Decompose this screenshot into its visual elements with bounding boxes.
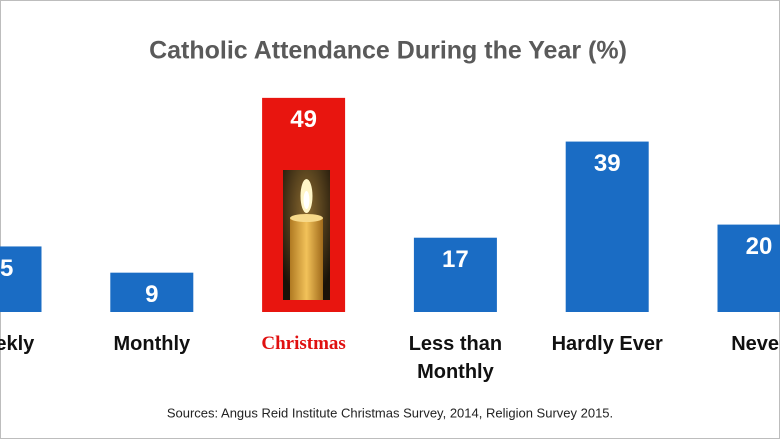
bar: [717, 224, 780, 312]
category-label: Weekly: [0, 333, 35, 355]
bar: [565, 141, 649, 312]
category-label: Never: [731, 333, 780, 355]
value-label: 39: [594, 150, 621, 177]
category-label: Monthly: [113, 333, 191, 355]
bar: [0, 246, 42, 312]
value-label: 49: [290, 106, 317, 133]
source-note: Sources: Angus Reid Institute Christmas …: [167, 405, 613, 420]
category-label: Less than Monthly: [408, 333, 503, 383]
value-label: 15: [0, 255, 13, 282]
candle-picture: [283, 170, 330, 300]
bars: [0, 97, 780, 313]
category-label: Hardly Ever: [551, 333, 663, 355]
bar: [110, 272, 194, 312]
value-label: 17: [442, 246, 469, 273]
bar: [413, 237, 497, 312]
category-label: Christmas: [261, 333, 346, 354]
chart-title: Catholic Attendance During the Year (%): [149, 37, 627, 65]
value-label: 20: [746, 233, 773, 260]
value-label: 9: [145, 281, 158, 308]
